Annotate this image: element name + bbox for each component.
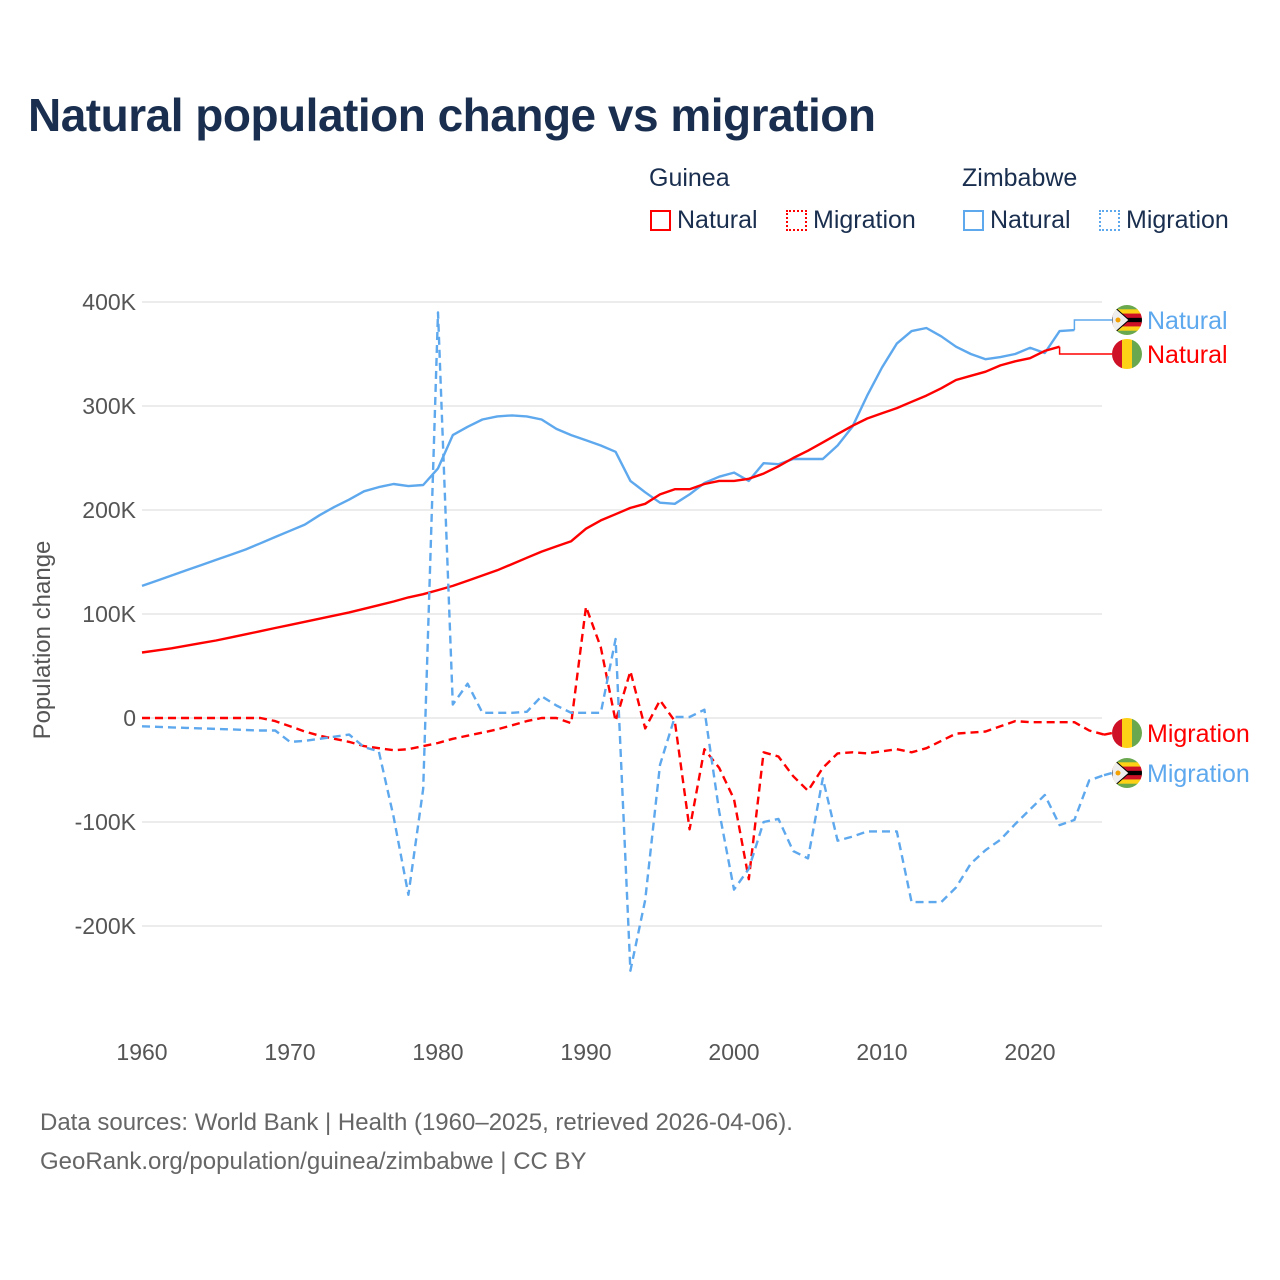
flag-stripe <box>1112 766 1142 772</box>
legend-swatch-dotted <box>1099 210 1120 231</box>
flag-stripe <box>1132 339 1142 369</box>
y-tick-label: 100K <box>82 601 136 627</box>
zimbabwe-flag-icon <box>1112 305 1142 335</box>
legend-swatch-solid <box>650 210 671 231</box>
flag-stripe <box>1112 779 1142 785</box>
flag-stripe <box>1112 309 1142 315</box>
chart-title: Natural population change vs migration <box>28 89 876 141</box>
y-tick-label: 400K <box>82 289 136 315</box>
legend-guinea-migration[interactable]: Migration <box>786 206 916 235</box>
flag-body <box>1112 758 1142 788</box>
flag-bird <box>1115 317 1121 323</box>
x-tick-label: 1960 <box>116 1039 167 1065</box>
legend-group-guinea: Guinea <box>649 164 730 192</box>
x-tick-label: 1970 <box>264 1039 315 1065</box>
legend-label: Migration <box>813 206 916 234</box>
legend-label: Natural <box>990 206 1071 234</box>
end-label-zimbabwe-migration: Migration <box>1147 760 1250 788</box>
end-connector <box>1103 731 1113 736</box>
end-label-guinea-migration: Migration <box>1147 720 1250 748</box>
legend-zimbabwe-natural[interactable]: Natural <box>963 206 1071 235</box>
end-connector <box>1058 346 1112 355</box>
flag-body <box>1112 718 1142 748</box>
legend-guinea-natural[interactable]: Natural <box>650 206 758 235</box>
flag-stripe <box>1122 339 1133 369</box>
flag-body <box>1112 339 1142 369</box>
flag-stripe <box>1122 718 1133 748</box>
series-line-guinea-natural <box>141 345 1060 654</box>
flag-stripe <box>1132 718 1142 748</box>
x-tick-label: 1990 <box>560 1039 611 1065</box>
end-label-guinea-natural: Natural <box>1147 341 1228 369</box>
y-tick-label: 0 <box>123 705 136 731</box>
y-tick-label: -200K <box>75 913 137 939</box>
flag-stripe <box>1112 762 1142 768</box>
flag-stripe <box>1112 775 1142 780</box>
end-label-zimbabwe-natural: Natural <box>1147 307 1228 335</box>
y-axis-label: Population change <box>29 541 56 740</box>
flag-stripe <box>1112 758 1142 763</box>
x-tick-label: 2020 <box>1004 1039 1055 1065</box>
guinea-flag-icon <box>1112 718 1142 748</box>
x-tick-label: 1980 <box>412 1039 463 1065</box>
flag-stripe <box>1112 313 1142 319</box>
x-tick-label: 2010 <box>856 1039 907 1065</box>
series-line-zimbabwe-natural <box>141 326 1075 588</box>
footer-sources: Data sources: World Bank | Health (1960–… <box>40 1109 793 1136</box>
flag-bird <box>1115 770 1121 776</box>
flag-stripe <box>1112 783 1142 788</box>
legend-label: Natural <box>677 206 758 234</box>
series-line-guinea-migration <box>142 605 1105 881</box>
end-connector <box>1073 319 1112 331</box>
legend-swatch-solid <box>963 210 984 231</box>
legend-swatch-dotted <box>786 210 807 231</box>
x-tick-label: 2000 <box>708 1039 759 1065</box>
legend-group-zimbabwe: Zimbabwe <box>962 164 1078 192</box>
legend-zimbabwe-migration[interactable]: Migration <box>1099 206 1229 235</box>
end-connector <box>1103 771 1113 777</box>
flag-stripe <box>1112 305 1142 310</box>
flag-stripe <box>1112 339 1123 369</box>
footer-link[interactable]: GeoRank.org/population/guinea/zimbabwe |… <box>40 1148 587 1175</box>
y-tick-label: 300K <box>82 393 136 419</box>
y-tick-label: -100K <box>75 809 137 835</box>
flag-stripe <box>1112 326 1142 332</box>
flag-stripe <box>1112 322 1142 327</box>
guinea-flag-icon <box>1112 339 1142 369</box>
legend-label: Migration <box>1126 206 1229 234</box>
series-line-zimbabwe-migration <box>141 311 1105 972</box>
flag-stripe <box>1112 330 1142 335</box>
flag-body <box>1112 305 1142 335</box>
zimbabwe-flag-icon <box>1112 758 1142 788</box>
flag-stripe <box>1112 718 1123 748</box>
y-tick-label: 200K <box>82 497 136 523</box>
